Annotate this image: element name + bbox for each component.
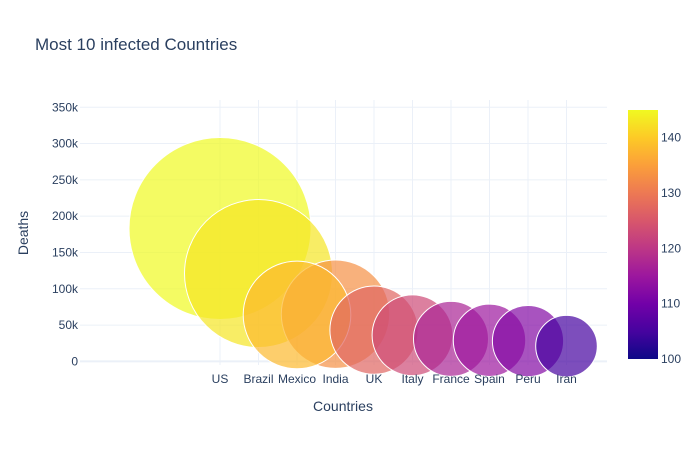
x-tick-label: US bbox=[212, 372, 229, 386]
x-tick-label: France bbox=[432, 372, 470, 386]
x-tick-label: Spain bbox=[474, 372, 505, 386]
colorbar-tick-label: 120 bbox=[661, 241, 681, 255]
x-tick-label: Brazil bbox=[243, 372, 273, 386]
y-tick-label: 300k bbox=[52, 137, 79, 151]
colorbar-tick-label: 100 bbox=[661, 352, 681, 366]
bubbles bbox=[128, 137, 598, 378]
y-tick-label: 100k bbox=[52, 282, 79, 296]
y-axis-title: Deaths bbox=[15, 211, 31, 255]
bubble-iran bbox=[535, 314, 598, 378]
x-axis-title: Countries bbox=[313, 398, 373, 414]
y-tick-label: 50k bbox=[59, 318, 79, 332]
x-tick-label: Iran bbox=[556, 372, 577, 386]
x-tick-labels: US Brazil Mexico India UK Italy France Spain Per… bbox=[212, 372, 577, 386]
y-tick-label: 150k bbox=[52, 245, 79, 259]
x-tick-label: Italy bbox=[401, 372, 423, 386]
y-tick-label: 250k bbox=[52, 173, 79, 187]
y-tick-label: 0 bbox=[71, 354, 78, 368]
x-tick-label: UK bbox=[366, 372, 383, 386]
y-tick-label: 350k bbox=[52, 100, 79, 114]
y-tick-label: 200k bbox=[52, 209, 79, 223]
x-tick-label: Peru bbox=[515, 372, 540, 386]
colorbar-gradient bbox=[628, 110, 658, 359]
chart-title: Most 10 infected Countries bbox=[35, 35, 237, 54]
colorbar: 100 110 120 130 140 bbox=[628, 110, 681, 366]
colorbar-tick-label: 140 bbox=[661, 131, 681, 145]
colorbar-tick-label: 110 bbox=[661, 297, 680, 311]
colorbar-tick-label: 130 bbox=[661, 186, 681, 200]
x-tick-label: Mexico bbox=[278, 372, 316, 386]
y-tick-labels: 0 50k 100k 150k 200k 250k 300k 350k bbox=[52, 100, 79, 368]
x-tick-label: India bbox=[322, 372, 348, 386]
